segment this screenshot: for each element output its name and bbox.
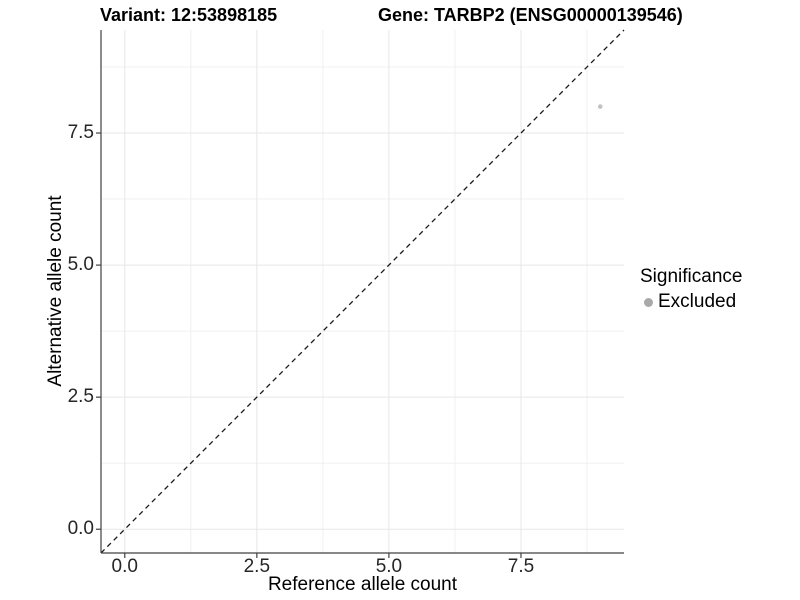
x-tick-label: 7.5	[507, 556, 535, 577]
x-tick-label: 5.0	[375, 556, 403, 577]
y-tick-label: 7.5	[67, 122, 94, 143]
legend: Significance Excluded	[638, 266, 742, 313]
legend-item-excluded: Excluded	[638, 291, 742, 313]
x-axis-title: Reference allele count	[267, 574, 458, 595]
x-tick-label: 2.5	[243, 556, 271, 577]
plot-title-gene: Gene: TARBP2 (ENSG00000139546)	[378, 5, 683, 25]
data-point	[597, 104, 603, 109]
legend-item-label: Excluded	[658, 291, 737, 312]
y-tick-label: 2.5	[67, 386, 94, 408]
y-axis-title: Alternative allele count	[45, 195, 66, 387]
x-tick-label: 0.0	[111, 556, 138, 577]
identity-line	[100, 29, 625, 554]
y-tick-label: 5.0	[67, 254, 94, 276]
plot-title-variant: Variant: 12:53898185	[100, 5, 278, 25]
legend-key-dot	[644, 297, 653, 307]
y-tick-label: 0.0	[67, 518, 94, 540]
legend-title: Significance	[640, 266, 743, 287]
